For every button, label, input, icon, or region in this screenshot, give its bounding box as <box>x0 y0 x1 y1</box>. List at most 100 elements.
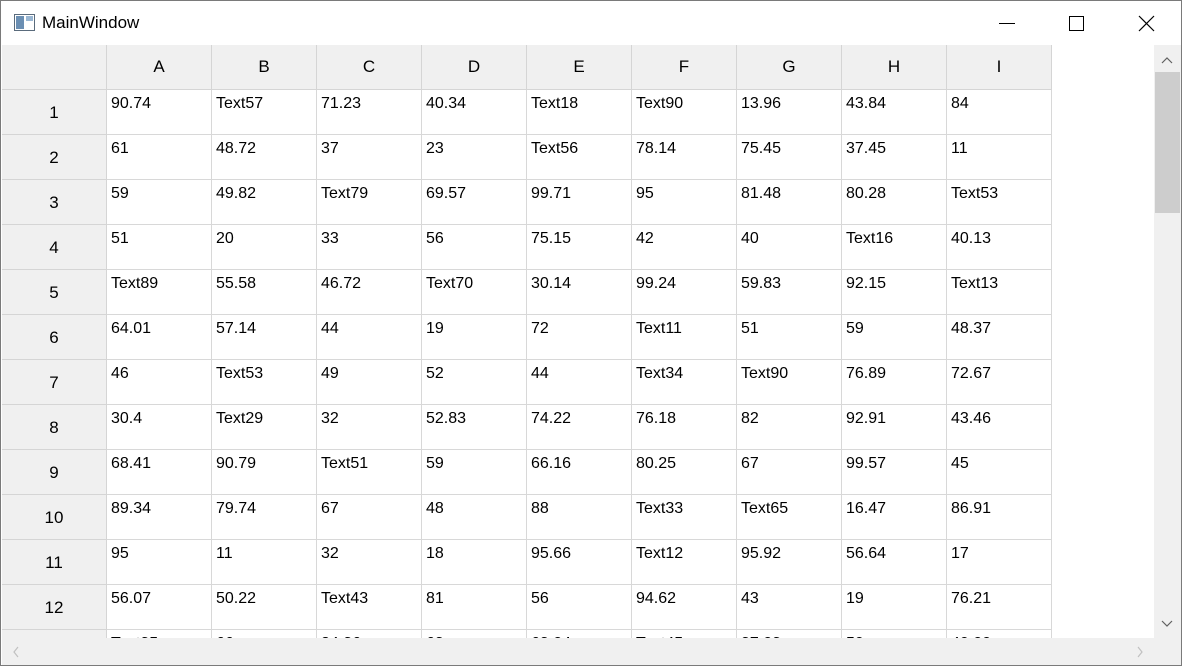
table-cell: 56 <box>422 225 527 270</box>
table-cell: 99.24 <box>632 270 737 315</box>
table-cell: 63.04 <box>527 630 632 638</box>
table-cell: 11 <box>212 540 317 585</box>
table-cell: 56.64 <box>842 540 947 585</box>
table-cell: 79.74 <box>212 495 317 540</box>
row-header: 13 <box>2 630 107 638</box>
table-cell: 69.57 <box>422 180 527 225</box>
scroll-arrows[interactable] <box>1154 45 1181 638</box>
table-cell: 84 <box>947 90 1052 135</box>
horizontal-scrollbar[interactable] <box>2 638 1181 665</box>
table-cell: 46.72 <box>317 270 422 315</box>
table-cell: 19 <box>422 315 527 360</box>
app-icon <box>14 14 35 31</box>
table-cell: Text18 <box>527 90 632 135</box>
table-cell: 37.03 <box>737 630 842 638</box>
table-cell: 48 <box>422 495 527 540</box>
table-cell: 95 <box>632 180 737 225</box>
table-cell: 99.57 <box>842 450 947 495</box>
table-cell: 33 <box>317 225 422 270</box>
column-header: E <box>527 45 632 90</box>
table-cell: 86.91 <box>947 495 1052 540</box>
row-header: 1 <box>2 90 107 135</box>
table-cell: Text89 <box>107 270 212 315</box>
table-cell: 67 <box>737 450 842 495</box>
table-cell: 56.07 <box>107 585 212 630</box>
table-cell: 13.96 <box>737 90 842 135</box>
table-cell: 66.16 <box>527 450 632 495</box>
window-title: MainWindow <box>42 13 140 32</box>
column-header: F <box>632 45 737 90</box>
table-cell: Text12 <box>632 540 737 585</box>
table-cell: 16.47 <box>842 495 947 540</box>
table-cell: 56 <box>527 585 632 630</box>
table-cell: 50 <box>842 630 947 638</box>
vertical-scrollbar[interactable] <box>1154 45 1181 638</box>
table-cell: Text79 <box>317 180 422 225</box>
table-cell: Text43 <box>317 585 422 630</box>
table-cell: 30.4 <box>107 405 212 450</box>
row-header: 4 <box>2 225 107 270</box>
table-cell: 52 <box>422 360 527 405</box>
table-cell: 94.62 <box>632 585 737 630</box>
table-cell: Text56 <box>527 135 632 180</box>
column-header: B <box>212 45 317 90</box>
table-cell: Text11 <box>632 315 737 360</box>
maximize-button[interactable] <box>1069 16 1084 31</box>
table-cell: 90.74 <box>107 90 212 135</box>
table-cell: 51 <box>107 225 212 270</box>
table-cell: 82 <box>737 405 842 450</box>
table-cell: 59 <box>842 315 947 360</box>
table-cell: Text33 <box>632 495 737 540</box>
table-cell: 18 <box>422 540 527 585</box>
close-button[interactable] <box>1138 15 1155 32</box>
table-cell: Text13 <box>947 270 1052 315</box>
row-header: 5 <box>2 270 107 315</box>
row-header: 10 <box>2 495 107 540</box>
table-cell: 37 <box>317 135 422 180</box>
table-cell: Text35 <box>107 630 212 638</box>
table-cell: Text90 <box>737 360 842 405</box>
column-header: A <box>107 45 212 90</box>
scroll-arrows[interactable] <box>2 638 1154 665</box>
row-header: 6 <box>2 315 107 360</box>
table-cell: 42 <box>632 225 737 270</box>
table-cell: 17 <box>947 540 1052 585</box>
table-cell: 46 <box>107 360 212 405</box>
table-cell: Text90 <box>632 90 737 135</box>
table-cell: 66 <box>212 630 317 638</box>
table-cell: Text53 <box>212 360 317 405</box>
table-cell: 64.01 <box>107 315 212 360</box>
table-cell: 90.79 <box>212 450 317 495</box>
table-cell: 84.36 <box>317 630 422 638</box>
table-cell: 76.89 <box>842 360 947 405</box>
row-header: 7 <box>2 360 107 405</box>
table-cell: 37.45 <box>842 135 947 180</box>
table-cell: 59 <box>107 180 212 225</box>
table-cell: 89.34 <box>107 495 212 540</box>
table-cell: 68.41 <box>107 450 212 495</box>
table-cell: 57.14 <box>212 315 317 360</box>
table-cell: 75.15 <box>527 225 632 270</box>
table-cell: 59.83 <box>737 270 842 315</box>
table-view: A B C D E F G H I 1 90.74 Text57 71.23 40.34 Text18 Tex… <box>2 45 1154 638</box>
table-cell: 43 <box>737 585 842 630</box>
column-header: H <box>842 45 947 90</box>
table-cell: 30.14 <box>527 270 632 315</box>
table-cell: 20 <box>212 225 317 270</box>
table-cell: Text57 <box>212 90 317 135</box>
table-cell: 95.92 <box>737 540 842 585</box>
scroll-thumb[interactable] <box>1155 72 1180 213</box>
table-cell: 43.84 <box>842 90 947 135</box>
table-cell: Text53 <box>947 180 1052 225</box>
table-cell: 67 <box>317 495 422 540</box>
table-cell: 48.72 <box>212 135 317 180</box>
table-cell: 51 <box>737 315 842 360</box>
table-cell: Text65 <box>737 495 842 540</box>
table-cell: 76.21 <box>947 585 1052 630</box>
table-cell: 49.82 <box>212 180 317 225</box>
window-controls[interactable] <box>991 11 1161 37</box>
table-cell: 92.15 <box>842 270 947 315</box>
table-cell: 80.25 <box>632 450 737 495</box>
